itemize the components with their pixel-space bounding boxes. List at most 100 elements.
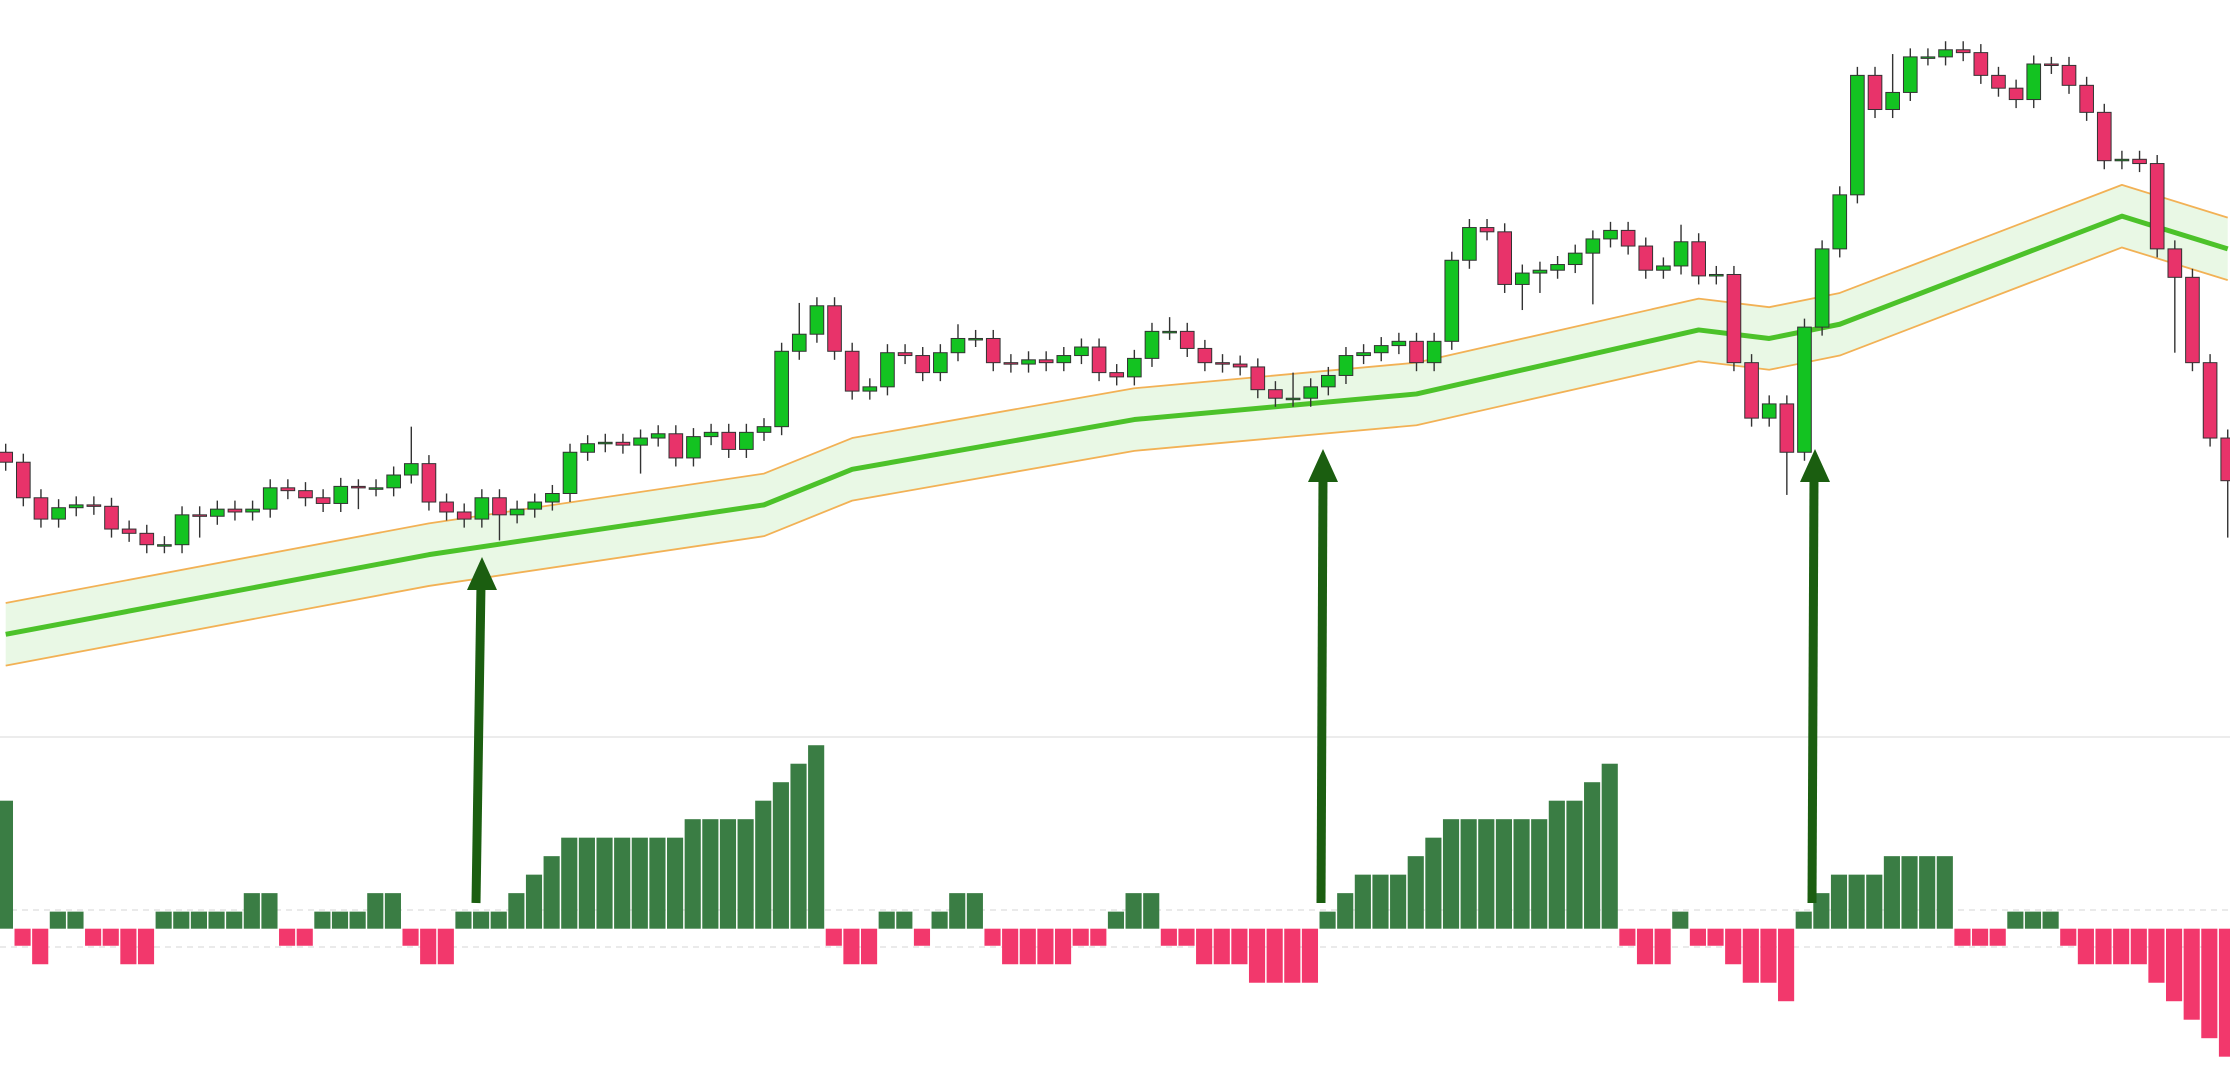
candle-body (1938, 49, 1953, 58)
price-panel (0, 41, 2230, 667)
histogram-bar (913, 928, 931, 946)
candle-body (703, 431, 719, 438)
candle-body (192, 514, 208, 517)
histogram-bar (384, 893, 401, 929)
candle-body (862, 386, 878, 392)
candle-body (1426, 340, 1442, 364)
histogram-bar (719, 819, 737, 929)
histogram-bar (1478, 819, 1495, 929)
histogram-bar (1054, 928, 1072, 965)
candle-body (1497, 231, 1513, 285)
histogram-bar (367, 893, 384, 929)
histogram-bar (349, 911, 366, 929)
histogram-bar (32, 928, 49, 965)
candle-body (1127, 357, 1142, 378)
candle-body (1585, 238, 1601, 254)
histogram-bar (279, 928, 296, 946)
candle-body (1232, 363, 1248, 368)
candle-body (1074, 346, 1089, 357)
candle-body (1550, 264, 1565, 271)
histogram-bar (1830, 874, 1848, 929)
histogram-bar (1795, 911, 1812, 929)
arrow-head (1800, 449, 1830, 482)
candle-body (1656, 265, 1671, 271)
histogram-bar (1689, 928, 1706, 946)
candle-body (1779, 403, 1795, 453)
histogram-bar (67, 911, 84, 929)
candle-body (245, 508, 260, 513)
histogram-bar (1760, 928, 1777, 983)
candle-body (756, 426, 772, 433)
candle-body (2167, 248, 2183, 278)
candle-body (1338, 355, 1354, 376)
candle-body (650, 433, 666, 439)
candle-body (1603, 229, 1618, 240)
candle-body (1973, 52, 1989, 76)
histogram-bar (878, 911, 895, 929)
histogram-bar (808, 745, 825, 929)
candle-body (1761, 403, 1777, 419)
histogram-bar (825, 928, 842, 946)
candle-body (298, 490, 313, 499)
histogram-bar (1883, 856, 1900, 929)
candle-body (1109, 372, 1125, 378)
histogram-bar (1231, 928, 1248, 965)
histogram-bar (931, 911, 948, 929)
candle-body (1920, 56, 1936, 59)
histogram-bar (102, 928, 119, 946)
candle-body (1462, 227, 1477, 261)
histogram-bar (402, 928, 419, 946)
candle-body (33, 497, 49, 520)
histogram-bar (1636, 928, 1654, 965)
candle-body (2061, 64, 2077, 86)
candle-body (1867, 74, 1883, 111)
histogram-bar (843, 928, 860, 965)
histogram-bar (1672, 911, 1689, 929)
candle-body (1514, 272, 1530, 285)
candle-body (827, 305, 842, 352)
candle-body (1691, 241, 1706, 277)
histogram-bar (737, 819, 754, 929)
arrow-head (467, 557, 497, 590)
histogram-bar (860, 928, 878, 965)
histogram-bar (1160, 928, 1177, 946)
candle-body (1091, 346, 1107, 374)
arrow (1807, 476, 1819, 904)
histogram-bar (966, 893, 983, 929)
candle-body (1532, 269, 1548, 274)
histogram-bar (1972, 928, 1989, 946)
candle-body (1797, 326, 1812, 453)
histogram-bar (2201, 928, 2218, 1039)
histogram-bar (755, 800, 772, 929)
histogram-bar (208, 911, 225, 929)
candle-body (1444, 259, 1460, 342)
candle-body (139, 532, 155, 546)
histogram-bar (490, 911, 507, 929)
histogram-panel (0, 745, 2230, 1057)
histogram-bar (2007, 911, 2024, 929)
histogram-bar (1742, 928, 1759, 983)
candle-body (615, 441, 631, 446)
histogram-bar (437, 928, 454, 965)
candle-body (209, 508, 225, 517)
candle-body (1620, 229, 1636, 247)
histogram-bar (578, 837, 595, 929)
candle-body (933, 352, 948, 374)
candle-body (791, 333, 807, 352)
histogram-bar (984, 928, 1001, 946)
candle-body (456, 511, 472, 520)
candle-body (1215, 362, 1230, 365)
histogram-bar (243, 893, 260, 929)
arrow-head (1308, 449, 1338, 482)
histogram-bar (1619, 928, 1636, 946)
histogram-bar (2113, 928, 2130, 965)
candle-body (492, 497, 507, 516)
histogram-bar (1196, 928, 1213, 965)
candle-body (527, 501, 543, 510)
histogram-bar (473, 911, 490, 929)
histogram-bar (1707, 928, 1724, 946)
histogram-bar (649, 837, 666, 929)
histogram-bar (772, 782, 789, 929)
candle-body (157, 544, 172, 547)
